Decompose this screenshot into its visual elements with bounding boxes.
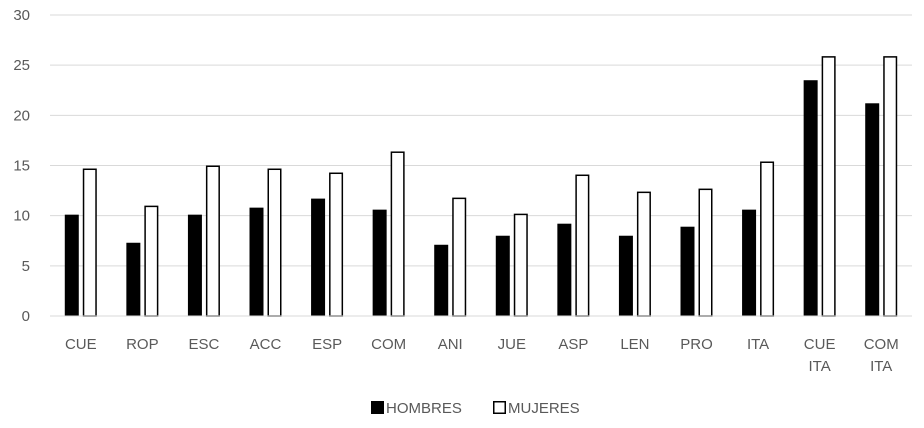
bar-mujeres-jue	[513, 213, 528, 317]
x-tick-label: ASP	[558, 336, 588, 353]
legend-label-hombres: HOMBRES	[386, 400, 462, 417]
bar-mujeres-ita	[760, 161, 775, 317]
bar-hombres-com-ita	[865, 103, 880, 316]
bar-mujeres-asp	[575, 174, 590, 317]
x-tick-label: ESC	[189, 336, 220, 353]
bar-hombres-com	[372, 209, 387, 316]
bar-hombres-jue	[495, 235, 510, 316]
legend: HOMBRES MUJERES	[371, 400, 580, 417]
y-tick-label: 30	[13, 7, 30, 24]
legend-swatch-mujeres	[493, 401, 506, 414]
gridlines	[50, 14, 912, 267]
x-tick-label: ANI	[438, 336, 463, 353]
bars	[64, 56, 898, 317]
bar-mujeres-acc	[267, 168, 282, 317]
bar-hombres-rop	[126, 242, 141, 316]
bar-hombres-cue-ita	[803, 80, 818, 316]
bar-hombres-acc	[249, 207, 264, 316]
y-tick-label: 15	[13, 158, 30, 175]
bar-mujeres-com-ita	[883, 56, 898, 317]
bar-hombres-len	[618, 235, 633, 316]
bar-hombres-cue	[64, 214, 79, 316]
x-tick-label: ESP	[312, 336, 342, 353]
bar-hombres-asp	[557, 223, 572, 316]
x-tick-label: ACC	[250, 336, 282, 353]
bar-hombres-ani	[434, 244, 449, 316]
bar-mujeres-cue-ita	[821, 56, 836, 317]
x-tick-label: CUE	[65, 336, 97, 353]
y-axis-ticks: 0 5 10 15 20 25 30	[13, 7, 30, 325]
bar-hombres-pro	[680, 226, 695, 316]
bar-hombres-esc	[187, 214, 202, 316]
x-tick-label: JUE	[498, 336, 526, 353]
bar-mujeres-ani	[452, 197, 467, 317]
y-tick-label: 25	[13, 57, 30, 74]
x-tick-label: PRO	[680, 336, 713, 353]
bar-mujeres-com	[390, 151, 405, 317]
bar-hombres-ita	[742, 209, 757, 316]
x-tick-label: CUE	[804, 336, 836, 353]
y-tick-label: 20	[13, 107, 30, 124]
bar-mujeres-esc	[205, 165, 220, 317]
x-tick-label: COM	[864, 336, 899, 353]
y-tick-label: 0	[22, 308, 30, 325]
x-tick-label: ITA	[870, 358, 892, 375]
legend-swatch-hombres	[371, 401, 384, 414]
x-tick-label: ITA	[809, 358, 831, 375]
y-tick-label: 10	[13, 208, 30, 225]
x-tick-label: LEN	[620, 336, 649, 353]
bar-mujeres-esp	[329, 172, 344, 317]
x-tick-label: ROP	[126, 336, 159, 353]
bar-mujeres-len	[636, 191, 651, 317]
bar-mujeres-rop	[144, 205, 159, 317]
x-tick-label: COM	[371, 336, 406, 353]
bar-mujeres-cue	[82, 168, 97, 317]
x-tick-label: ITA	[747, 336, 769, 353]
bar-hombres-esp	[311, 198, 326, 316]
legend-label-mujeres: MUJERES	[508, 400, 580, 417]
bar-mujeres-pro	[698, 188, 713, 317]
x-axis-ticks: CUE ROP ESC ACC ESP COM ANI JUE ASP LEN PRO ITA CUE I…	[65, 336, 899, 375]
y-tick-label: 5	[22, 258, 30, 275]
